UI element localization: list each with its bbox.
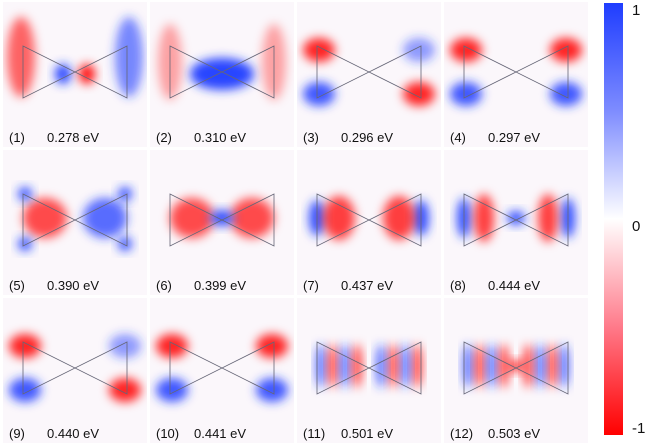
panel-energy: 0.441 eV xyxy=(194,426,247,441)
field-map-panel: (3) 0.296 eV xyxy=(297,2,441,147)
panel-label: (11) 0.501 eV xyxy=(303,426,393,441)
panel-index: (2) xyxy=(156,130,172,145)
panel-label: (2) 0.310 eV xyxy=(156,130,246,145)
field-map-image xyxy=(3,2,147,147)
panel-label: (1) 0.278 eV xyxy=(9,130,99,145)
field-map-panel: (10) 0.441 eV xyxy=(150,298,294,443)
field-map-panel: (1) 0.278 eV xyxy=(3,2,147,147)
field-map-image xyxy=(150,150,294,295)
bowtie-outline xyxy=(169,193,275,247)
panel-index: (10) xyxy=(156,426,180,441)
panel-index: (9) xyxy=(9,426,25,441)
field-map-panel: (12) 0.503 eV xyxy=(444,298,588,443)
field-map-panel: (8) 0.444 eV xyxy=(444,150,588,295)
panel-label: (10) 0.441 eV xyxy=(156,426,246,441)
field-map-image xyxy=(297,298,441,443)
panel-index: (3) xyxy=(303,130,319,145)
bowtie-outline xyxy=(463,45,569,99)
field-map-panel: (11) 0.501 eV xyxy=(297,298,441,443)
panel-energy: 0.278 eV xyxy=(47,130,100,145)
panel-energy: 0.440 eV xyxy=(47,426,100,441)
field-map-image xyxy=(150,2,294,147)
panel-label: (5) 0.390 eV xyxy=(9,278,99,293)
panel-index: (4) xyxy=(450,130,466,145)
panel-label: (9) 0.440 eV xyxy=(9,426,99,441)
colorbar-max-label: 1 xyxy=(632,2,641,19)
field-map-panel: (2) 0.310 eV xyxy=(150,2,294,147)
panel-energy: 0.297 eV xyxy=(488,130,541,145)
panel-index: (6) xyxy=(156,278,172,293)
bowtie-outline xyxy=(22,193,128,247)
panel-energy: 0.390 eV xyxy=(47,278,100,293)
panel-index: (7) xyxy=(303,278,319,293)
bowtie-outline xyxy=(169,45,275,99)
bowtie-outline xyxy=(22,341,128,395)
bowtie-outline xyxy=(316,45,422,99)
panel-index: (5) xyxy=(9,278,25,293)
field-map-panel: (7) 0.437 eV xyxy=(297,150,441,295)
field-map-grid: (1) 0.278 eV (2) 0.310 eV (3) 0.296 eV (4) 0.29… xyxy=(3,2,588,443)
panel-energy: 0.503 eV xyxy=(488,426,541,441)
panel-label: (8) 0.444 eV xyxy=(450,278,540,293)
bowtie-outline xyxy=(169,341,275,395)
colorbar xyxy=(604,3,623,435)
panel-index: (8) xyxy=(450,278,466,293)
bowtie-outline xyxy=(316,341,422,395)
colorbar-mid-label: 0 xyxy=(632,218,641,235)
field-map-panel: (6) 0.399 eV xyxy=(150,150,294,295)
panel-label: (7) 0.437 eV xyxy=(303,278,393,293)
field-map-panel: (9) 0.440 eV xyxy=(3,298,147,443)
panel-label: (4) 0.297 eV xyxy=(450,130,540,145)
panel-energy: 0.444 eV xyxy=(488,278,541,293)
field-map-image xyxy=(444,2,588,147)
panel-index: (11) xyxy=(303,426,326,441)
bowtie-outline xyxy=(463,341,569,395)
panel-label: (12) 0.503 eV xyxy=(450,426,540,441)
field-map-image xyxy=(297,150,441,295)
field-map-image xyxy=(3,150,147,295)
field-map-image xyxy=(297,2,441,147)
field-map-panel: (4) 0.297 eV xyxy=(444,2,588,147)
panel-energy: 0.501 eV xyxy=(341,426,394,441)
colorbar-min-label: -1 xyxy=(632,420,646,437)
bowtie-outline xyxy=(22,45,128,99)
field-map-image xyxy=(150,298,294,443)
field-map-panel: (5) 0.390 eV xyxy=(3,150,147,295)
panel-energy: 0.310 eV xyxy=(194,130,247,145)
panel-label: (3) 0.296 eV xyxy=(303,130,393,145)
panel-energy: 0.296 eV xyxy=(341,130,394,145)
panel-energy: 0.437 eV xyxy=(341,278,394,293)
field-map-image xyxy=(444,150,588,295)
panel-energy: 0.399 eV xyxy=(194,278,247,293)
field-map-image xyxy=(3,298,147,443)
bowtie-outline xyxy=(316,193,422,247)
bowtie-outline xyxy=(463,193,569,247)
panel-label: (6) 0.399 eV xyxy=(156,278,246,293)
panel-index: (12) xyxy=(450,426,474,441)
field-map-image xyxy=(444,298,588,443)
panel-index: (1) xyxy=(9,130,25,145)
